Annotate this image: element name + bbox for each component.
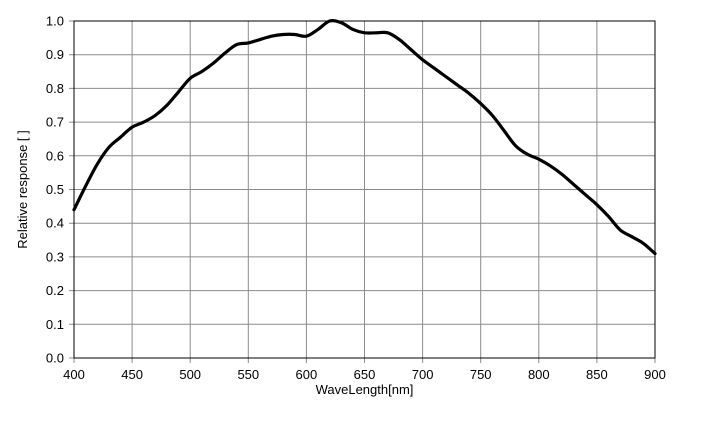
tick-labels: 400 450 500 550 600 650 700 750 800 850 900 0.0 0.1 0… — [46, 14, 666, 383]
y-tick-label: 0.5 — [46, 182, 64, 197]
y-tick-label: 0.4 — [46, 216, 64, 231]
y-tick-label: 0.6 — [46, 148, 64, 163]
x-axis-label: WaveLength[nm] — [316, 382, 414, 397]
y-tick-label: 0.8 — [46, 81, 64, 96]
y-tick-label: 0.9 — [46, 47, 64, 62]
x-tick-label: 850 — [586, 367, 608, 382]
y-axis-label: Relative response [ ] — [15, 130, 30, 249]
y-tick-label: 0.3 — [46, 249, 64, 264]
grid-lines — [69, 20, 656, 363]
x-tick-label: 400 — [63, 367, 85, 382]
x-tick-label: 550 — [237, 367, 259, 382]
plot-frame — [73, 20, 656, 359]
x-tick-label: 450 — [121, 367, 143, 382]
x-tick-label: 900 — [644, 367, 666, 382]
y-tick-label: 1.0 — [46, 14, 64, 29]
series-line — [72, 18, 657, 256]
y-tick-label: 0.7 — [46, 115, 64, 130]
x-tick-label: 650 — [354, 367, 376, 382]
x-tick-label: 750 — [470, 367, 492, 382]
x-tick-label: 600 — [296, 367, 318, 382]
x-tick-label: 800 — [528, 367, 550, 382]
y-tick-label: 0.0 — [46, 351, 64, 366]
x-tick-label: 700 — [412, 367, 434, 382]
x-tick-label: 500 — [179, 367, 201, 382]
y-tick-label: 0.1 — [46, 317, 64, 332]
y-tick-label: 0.2 — [46, 283, 64, 298]
